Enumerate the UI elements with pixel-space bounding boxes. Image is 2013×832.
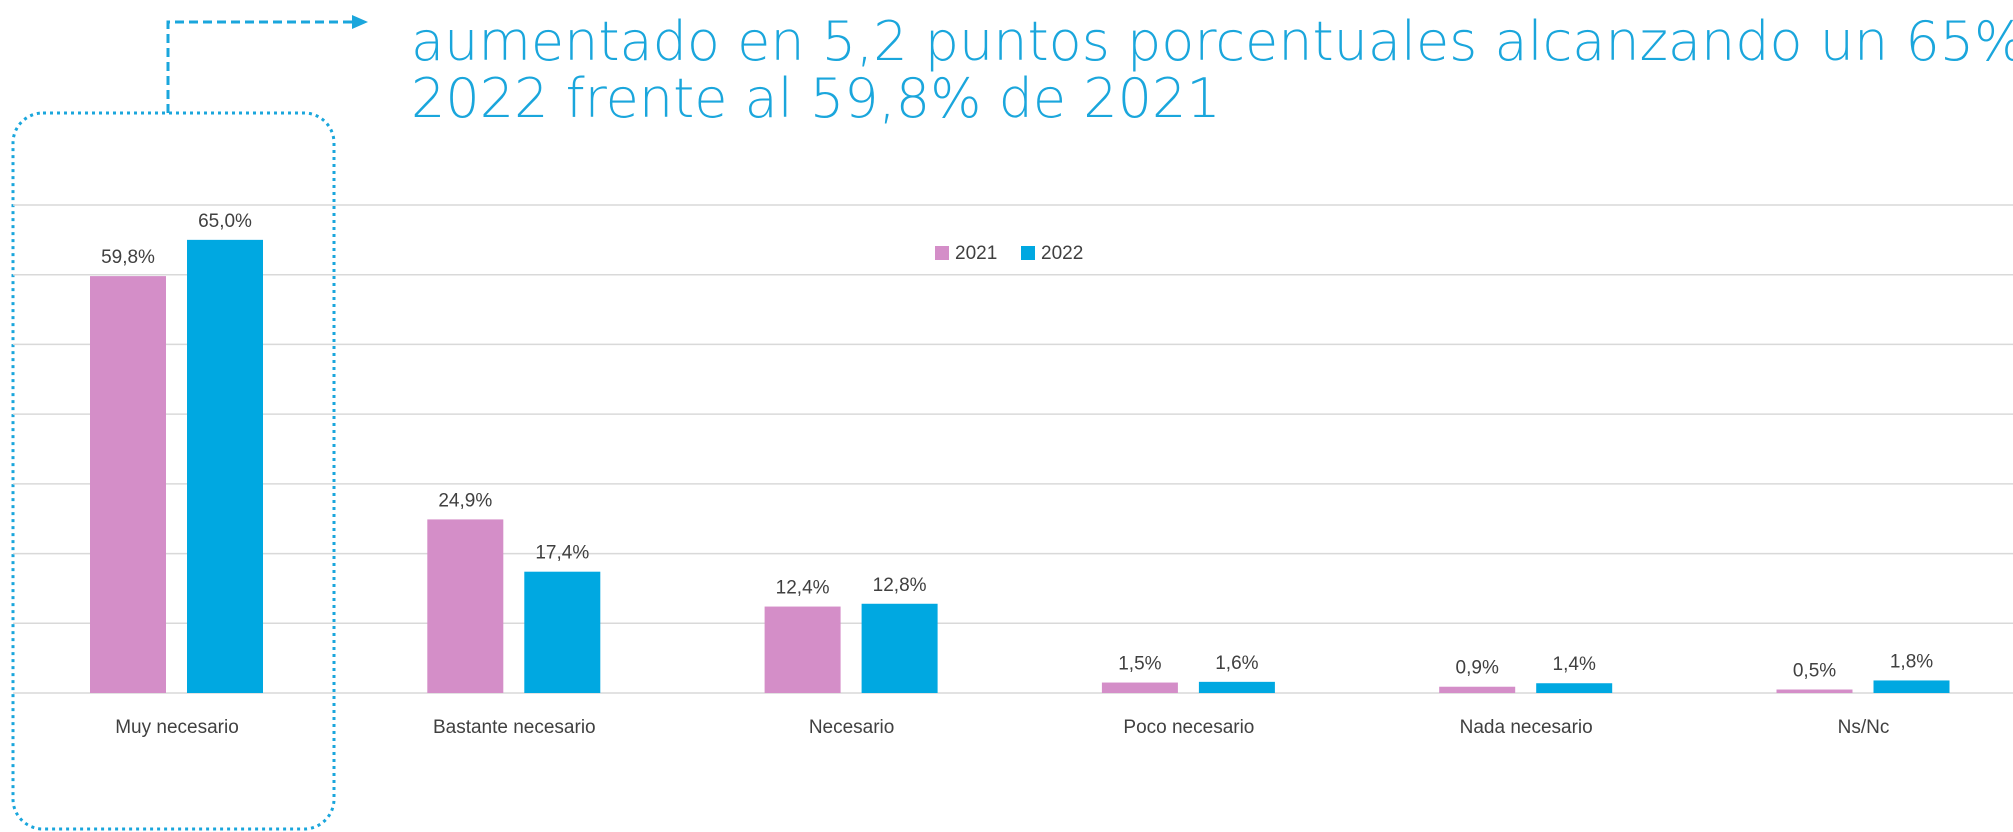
title-line: aumentado en 5,2 puntos porcentuales alc…	[411, 10, 2013, 73]
legend-swatch	[935, 246, 949, 260]
data-label: 1,8%	[1890, 651, 1933, 672]
bar	[524, 571, 601, 693]
legend-label: 2022	[1041, 243, 1083, 264]
bar	[1776, 689, 1853, 693]
data-label: 59,8%	[101, 247, 155, 268]
x-tick-label: Ns/Nc	[1838, 717, 1890, 738]
bar	[90, 276, 166, 693]
callout-arrow	[166, 20, 356, 113]
data-label: 1,5%	[1118, 654, 1161, 675]
legend-swatch	[1021, 246, 1035, 260]
data-label: 12,4%	[776, 578, 830, 599]
legend-label: 2021	[955, 243, 997, 264]
bar	[861, 603, 938, 693]
bar	[1198, 681, 1275, 693]
bar	[764, 606, 841, 693]
bar	[1873, 680, 1950, 693]
bar	[1439, 686, 1516, 693]
data-label: 12,8%	[873, 575, 927, 596]
bar	[1536, 683, 1613, 693]
bar	[1101, 682, 1178, 693]
data-label: 17,4%	[535, 543, 589, 564]
data-label: 1,4%	[1553, 654, 1596, 675]
data-label: 24,9%	[438, 490, 492, 511]
title-line: 2022 frente al 59,8% de 2021	[411, 67, 1221, 130]
x-tick-label: Nada necesario	[1460, 717, 1593, 738]
x-tick-label: Muy necesario	[115, 717, 239, 738]
bar	[427, 519, 504, 693]
x-tick-label: Necesario	[809, 717, 895, 738]
data-label: 65,0%	[198, 211, 252, 232]
arrow-head	[352, 15, 368, 29]
x-tick-label: Poco necesario	[1123, 717, 1254, 738]
bar	[187, 239, 263, 693]
data-label: 1,6%	[1215, 653, 1258, 674]
data-label: 0,5%	[1793, 661, 1836, 682]
data-label: 0,9%	[1456, 658, 1499, 679]
x-tick-label: Bastante necesario	[433, 717, 596, 738]
highlight-box	[11, 111, 336, 831]
